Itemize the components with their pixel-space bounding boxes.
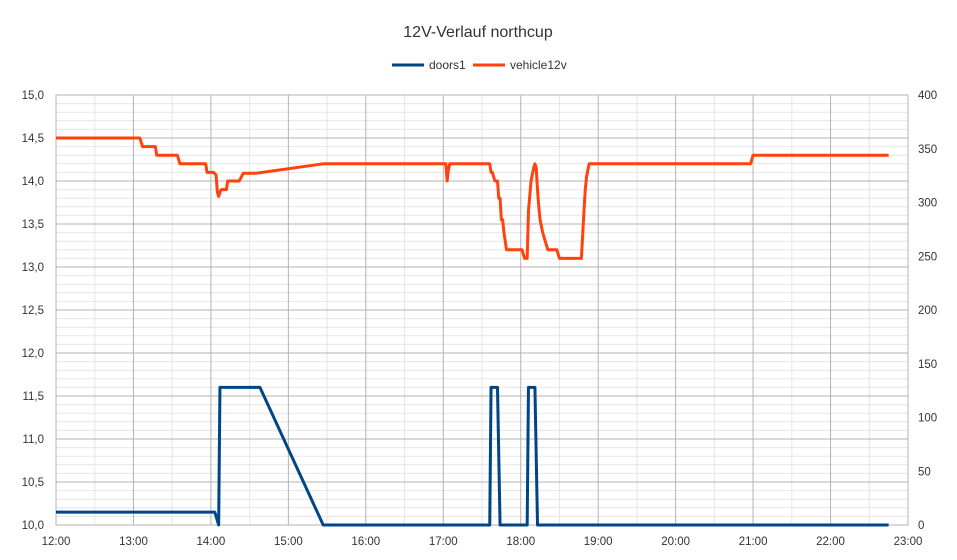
y-left-tick-label: 12,0 — [22, 348, 44, 360]
x-tick-label: 18:00 — [506, 536, 535, 548]
y-right-tick-label: 150 — [918, 359, 937, 371]
y-left-tick-label: 13,0 — [22, 262, 44, 274]
y-left-tick-label: 14,0 — [22, 176, 44, 188]
series-line-doors1 — [56, 385, 889, 527]
y-right-tick-label: 50 — [918, 466, 931, 478]
x-tick-label: 13:00 — [119, 536, 148, 548]
y-left-tick-label: 11,5 — [22, 391, 44, 403]
y-left-tick-label: 15,0 — [22, 90, 44, 102]
x-tick-label: 12:00 — [42, 536, 71, 548]
series-layer — [56, 136, 889, 527]
y-left-tick-label: 11,0 — [22, 434, 44, 446]
x-tick-label: 21:00 — [739, 536, 768, 548]
legend-label-doors1: doors1 — [429, 58, 466, 72]
x-tick-label: 16:00 — [351, 536, 380, 548]
x-tick-label: 23:00 — [894, 536, 923, 548]
legend-label-vehicle12v: vehicle12v — [510, 58, 567, 72]
y-right-tick-label: 300 — [918, 198, 937, 210]
x-axis-tick-labels: 12:00 13:00 14:00 15:00 16:00 17:00 18:00 19:00… — [42, 536, 923, 548]
x-tick-label: 20:00 — [661, 536, 690, 548]
y-left-tick-label: 10,5 — [22, 477, 44, 489]
chart-title: 12V-Verlauf northcup — [403, 24, 553, 41]
x-tick-label: 17:00 — [429, 536, 458, 548]
legend: doors1 vehicle12v — [392, 58, 567, 72]
y-right-tick-label: 100 — [918, 413, 937, 425]
y-right-tick-label: 0 — [918, 520, 924, 532]
y-left-tick-label: 10,0 — [22, 520, 44, 532]
y-left-tick-label: 13,5 — [22, 219, 44, 231]
x-tick-label: 19:00 — [584, 536, 613, 548]
x-tick-label: 15:00 — [274, 536, 303, 548]
x-tick-label: 14:00 — [197, 536, 226, 548]
y-left-tick-label: 14,5 — [22, 133, 44, 145]
major-grid-y — [56, 94, 908, 526]
x-tick-label: 22:00 — [816, 536, 845, 548]
y-right-tick-label: 350 — [918, 144, 937, 156]
y-right-tick-label: 200 — [918, 305, 937, 317]
y-right-tick-label: 400 — [918, 90, 937, 102]
series-line-vehicle12v — [56, 136, 889, 260]
y-right-tick-label: 250 — [918, 251, 937, 263]
y-axis-left-tick-labels: 10,0 10,5 11,0 11,5 12,0 12,5 13,0 13,5 14,0 14,5… — [22, 90, 44, 532]
y-left-tick-label: 12,5 — [22, 305, 44, 317]
y-axis-right-tick-labels: 0 50 100 150 200 250 300 350 400 — [918, 90, 937, 532]
